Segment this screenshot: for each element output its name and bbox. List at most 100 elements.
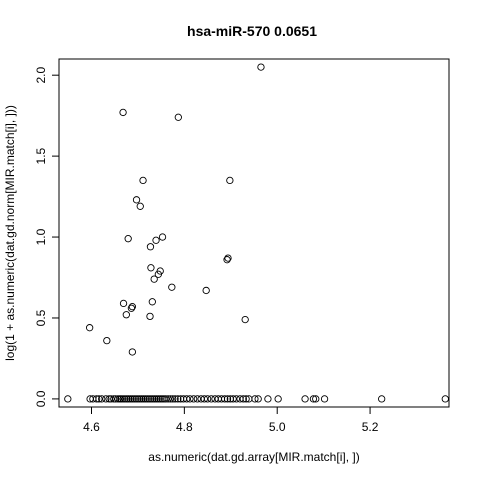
data-point	[147, 395, 155, 403]
data-point	[132, 395, 140, 403]
data-point	[174, 113, 182, 121]
data-point	[166, 395, 175, 403]
data-point	[189, 395, 198, 403]
data-point	[134, 395, 142, 403]
data-point	[64, 395, 72, 403]
data-point	[124, 395, 133, 403]
data-point	[146, 243, 155, 251]
data-point	[193, 395, 202, 403]
data-point	[150, 395, 159, 403]
y-tick-label: 1.0	[34, 228, 48, 245]
data-point	[257, 63, 265, 71]
x-tick-label: 5.0	[269, 420, 286, 434]
y-axis: 0.0 0.5 1.0 1.5 2.0	[34, 67, 59, 407]
data-point	[232, 395, 241, 403]
data-point	[168, 283, 176, 291]
data-point	[274, 395, 282, 403]
x-axis: 4.6 4.8 5.0 5.2	[83, 407, 379, 434]
data-point	[98, 395, 106, 403]
data-point	[226, 176, 234, 185]
data-points	[64, 63, 449, 403]
data-point	[117, 395, 125, 403]
data-point	[95, 395, 103, 403]
y-tick-label: 1.5	[34, 147, 48, 164]
data-point	[183, 395, 191, 403]
data-point	[378, 395, 386, 403]
plot-frame	[58, 58, 450, 408]
data-point	[164, 395, 172, 403]
data-point	[241, 315, 249, 324]
data-point	[92, 395, 101, 403]
data-point	[127, 304, 136, 312]
data-point	[229, 395, 237, 403]
data-point	[146, 312, 154, 321]
data-point	[123, 395, 131, 403]
data-point	[145, 395, 153, 403]
data-point	[174, 395, 182, 403]
data-point	[122, 311, 130, 319]
data-point	[221, 395, 229, 403]
data-point	[207, 395, 215, 403]
data-point	[223, 256, 231, 264]
data-point	[156, 267, 164, 275]
data-point	[143, 395, 151, 403]
data-point	[223, 395, 232, 403]
data-point	[119, 299, 128, 308]
data-point	[130, 395, 138, 403]
data-point	[136, 395, 144, 403]
x-axis-label: as.numeric(dat.gd.array[MIR.match[i], ])	[148, 450, 359, 464]
data-point	[203, 395, 212, 403]
data-point	[102, 395, 110, 403]
data-point	[121, 395, 129, 403]
y-tick-label: 2.0	[34, 67, 48, 84]
data-point	[124, 235, 132, 243]
data-point	[137, 395, 146, 403]
data-point	[309, 395, 318, 403]
data-point	[158, 233, 167, 241]
data-point	[162, 395, 170, 403]
data-point	[107, 395, 115, 403]
data-point	[171, 395, 179, 403]
data-point	[154, 395, 163, 403]
data-point	[148, 298, 156, 306]
data-point	[128, 395, 137, 403]
y-axis-label: log(1 + as.numeric(dat.gd.norm[MIR.match…	[3, 105, 17, 361]
data-point	[111, 395, 120, 403]
data-point	[152, 395, 161, 403]
data-point	[85, 324, 94, 332]
data-point	[114, 395, 122, 403]
data-point	[186, 395, 194, 403]
data-point	[119, 395, 127, 403]
data-point	[264, 395, 272, 403]
data-point	[132, 196, 141, 204]
data-point	[200, 395, 208, 403]
data-point	[169, 395, 177, 403]
data-point	[126, 395, 135, 403]
x-tick-label: 5.2	[362, 420, 379, 434]
data-point	[128, 348, 137, 356]
data-point	[141, 395, 150, 403]
data-point	[156, 395, 164, 403]
data-point	[441, 395, 449, 403]
x-tick-label: 4.8	[176, 420, 193, 434]
data-point	[320, 395, 329, 403]
data-point	[136, 202, 144, 210]
data-point	[312, 395, 320, 403]
data-point	[149, 395, 157, 403]
data-point	[224, 254, 232, 262]
data-point	[119, 108, 127, 117]
data-point	[251, 395, 259, 403]
data-point	[128, 302, 137, 311]
y-tick-label: 0.5	[34, 309, 48, 326]
data-point	[239, 395, 247, 403]
data-point	[242, 395, 250, 403]
data-point	[202, 286, 210, 295]
x-tick-label: 4.6	[83, 420, 100, 434]
y-tick-label: 0.0	[34, 390, 48, 407]
data-point	[139, 176, 147, 185]
data-point	[150, 275, 158, 283]
data-point	[147, 264, 155, 272]
data-point	[139, 395, 148, 403]
data-point	[103, 336, 111, 345]
